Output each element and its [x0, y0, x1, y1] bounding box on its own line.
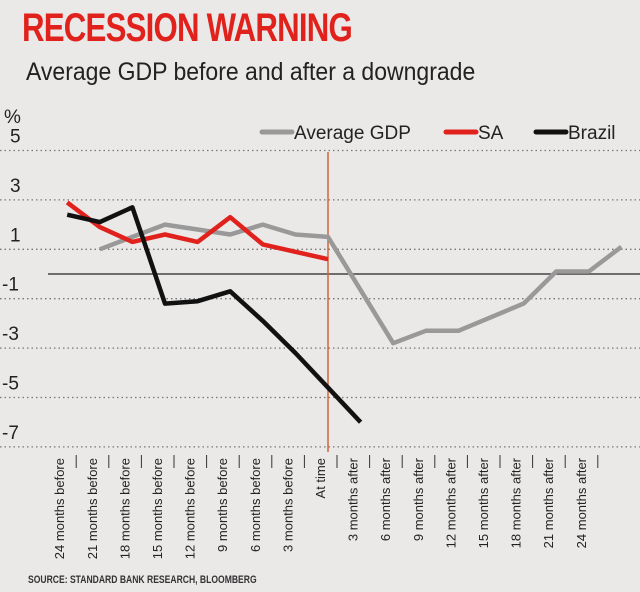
x-tick-label: 15 months after: [476, 457, 491, 548]
x-tick-label: 12 months after: [443, 457, 458, 548]
source-note: SOURCE: STANDARD BANK RESEARCH, BLOOMBER…: [28, 574, 257, 586]
x-tick-label: 21 months after: [541, 457, 556, 548]
x-tick-label: At time: [313, 458, 328, 498]
y-axis-unit: %: [4, 107, 21, 128]
x-tick-label: 6 months before: [248, 458, 263, 552]
series-line-average-gdp: [99, 222, 623, 346]
x-tick-label: 9 months after: [411, 457, 426, 541]
legend-label: Brazil: [568, 123, 616, 144]
x-tick-label: 6 months after: [378, 457, 393, 541]
chart-subtitle: Average GDP before and after a downgrade: [26, 58, 476, 86]
x-tick-label: 24 months before: [52, 458, 67, 559]
x-tick-label: 12 months before: [183, 458, 198, 559]
y-tick-label: 5: [10, 127, 21, 148]
x-tick-label: 18 months before: [117, 458, 132, 559]
x-tick-label: 3 months after: [346, 457, 361, 541]
series-line-brazil: [66, 205, 363, 424]
x-tick-label: 24 months after: [574, 457, 589, 548]
y-tick-label: -3: [2, 324, 19, 345]
x-tick-label: 3 months before: [280, 458, 295, 552]
y-tick-label: 1: [10, 225, 21, 246]
y-tick-label: -7: [2, 423, 19, 444]
x-tick-label: 9 months before: [215, 458, 230, 552]
x-tick-label: 18 months after: [509, 457, 524, 548]
x-tick-label: 15 months before: [150, 458, 165, 559]
x-tick-label: 21 months before: [85, 458, 100, 559]
y-tick-label: -5: [2, 374, 19, 395]
legend-label: Average GDP: [294, 123, 411, 144]
chart-title: RECESSION WARNING: [22, 6, 353, 50]
legend-label: SA: [478, 123, 504, 144]
y-tick-label: -1: [2, 275, 19, 296]
y-tick-label: 3: [10, 176, 21, 197]
